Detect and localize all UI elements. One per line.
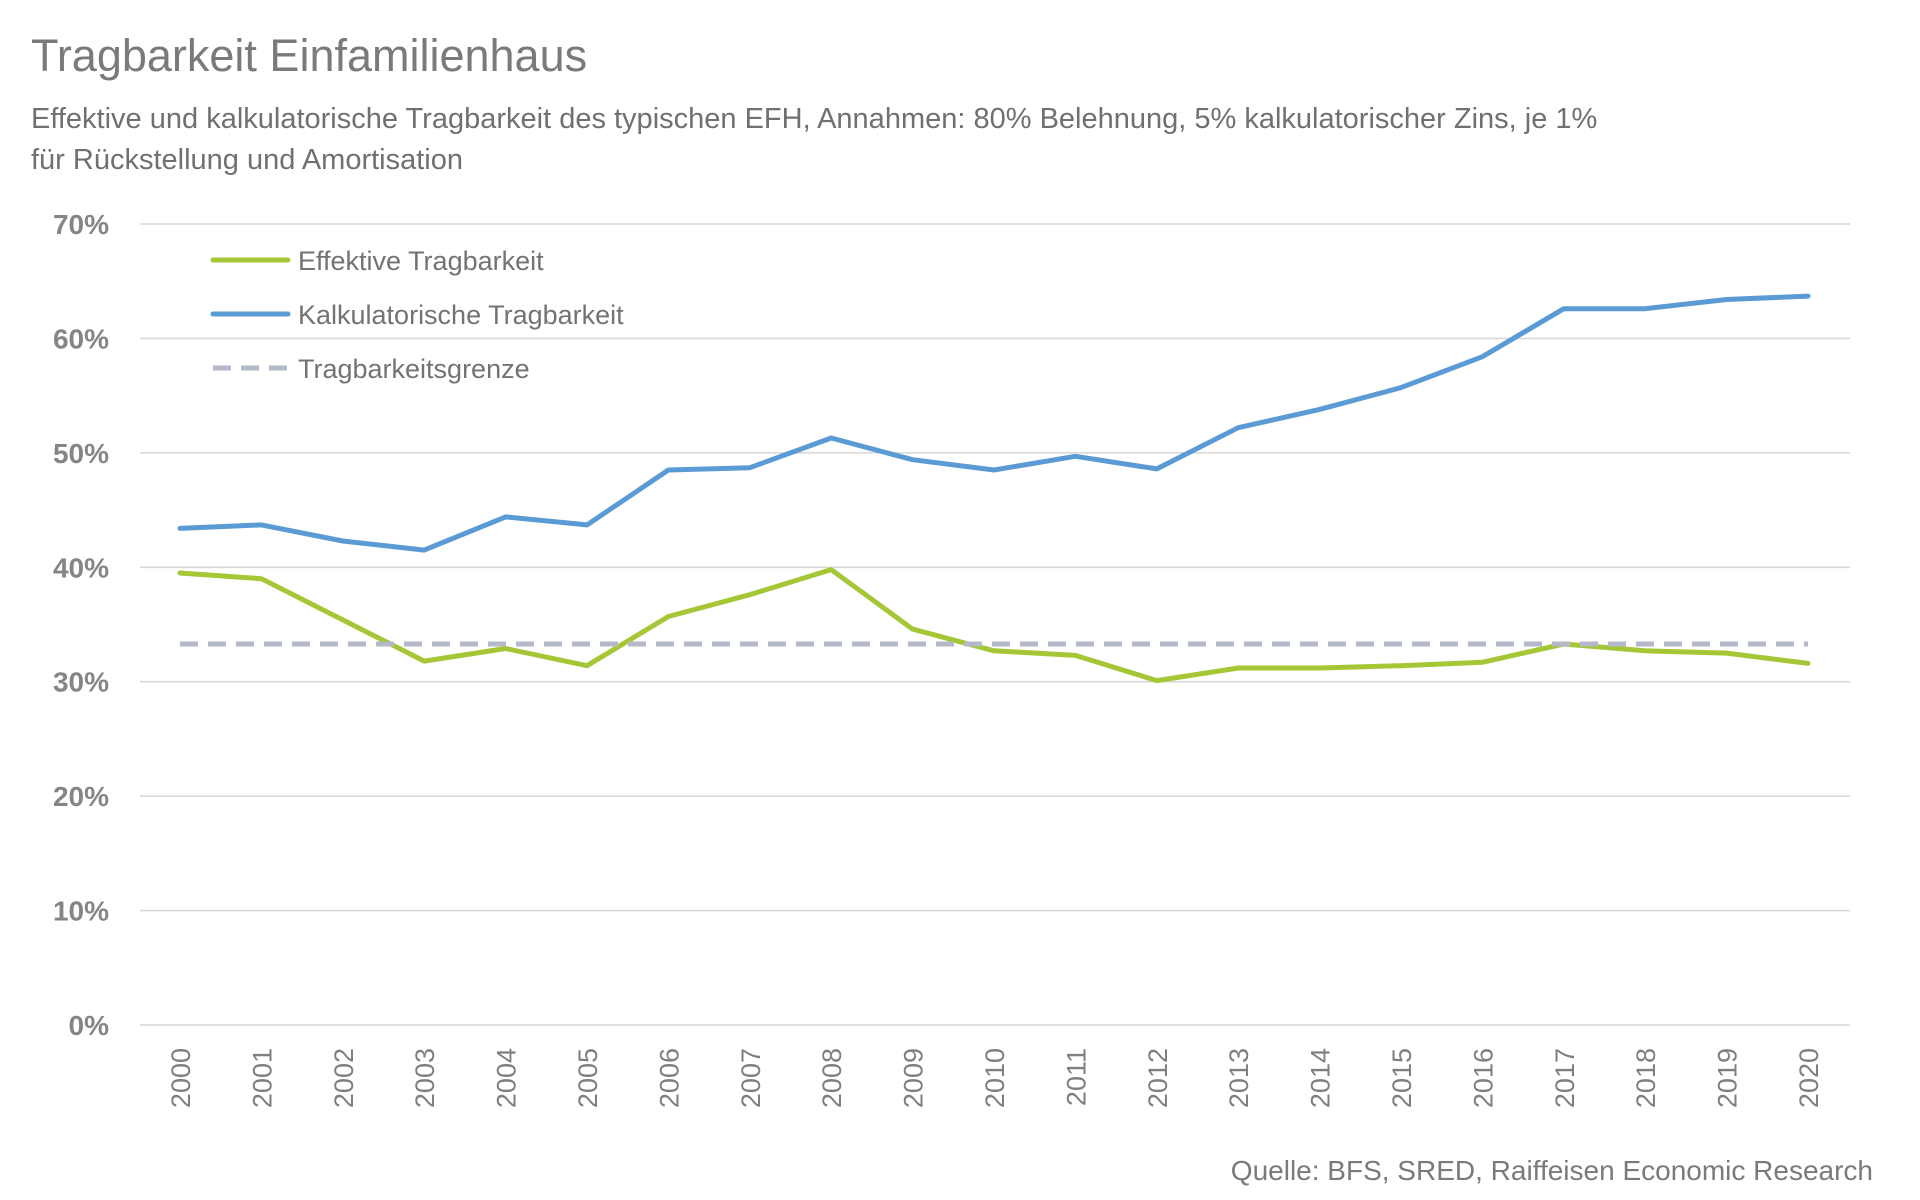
data-point-effektive-tragbarkeit-2000 (177, 570, 183, 576)
data-point-effektive-tragbarkeit-2005 (584, 663, 590, 669)
source-note: Quelle: BFS, SRED, Raiffeisen Economic R… (1231, 1155, 1873, 1186)
data-point-effektive-tragbarkeit-2010 (991, 648, 997, 654)
legend-item-tragbarkeitsgrenze: Tragbarkeitsgrenze (213, 354, 530, 384)
x-tick-label-2009: 2009 (899, 1048, 929, 1108)
data-point-kalkulatorische-tragbarkeit-2013 (1235, 425, 1241, 431)
x-tick-label-2010: 2010 (980, 1048, 1010, 1108)
data-point-effektive-tragbarkeit-2003 (421, 658, 427, 664)
data-point-effektive-tragbarkeit-2007 (747, 592, 753, 598)
x-tick-label-2008: 2008 (817, 1048, 847, 1108)
data-point-effektive-tragbarkeit-2006 (665, 613, 671, 619)
data-point-kalkulatorische-tragbarkeit-2020 (1805, 293, 1811, 299)
legend-item-effektive-tragbarkeit: Effektive Tragbarkeit (210, 246, 544, 276)
x-tick-label-2014: 2014 (1306, 1048, 1336, 1108)
x-tick-label-2015: 2015 (1387, 1048, 1417, 1108)
y-tick-label-0: 0% (69, 1010, 110, 1041)
data-point-kalkulatorische-tragbarkeit-2008 (828, 435, 834, 441)
x-tick-label-2004: 2004 (492, 1048, 522, 1108)
plot-series (177, 293, 1811, 684)
series-line-kalkulatorische-tragbarkeit (177, 293, 1811, 553)
data-point-effektive-tragbarkeit-2001 (258, 576, 264, 582)
data-point-effektive-tragbarkeit-2012 (1154, 678, 1160, 684)
data-point-kalkulatorische-tragbarkeit-2001 (258, 522, 264, 528)
y-tick-label-40: 40% (53, 552, 109, 583)
y-tick-label-60: 60% (53, 323, 109, 354)
data-point-kalkulatorische-tragbarkeit-2012 (1154, 466, 1160, 472)
data-point-effektive-tragbarkeit-2002 (340, 617, 346, 623)
y-tick-label-50: 50% (53, 438, 109, 469)
data-point-kalkulatorische-tragbarkeit-2018 (1642, 306, 1648, 312)
chart-title: Tragbarkeit Einfamilienhaus (31, 30, 587, 81)
x-tick-label-2001: 2001 (247, 1048, 277, 1108)
data-point-kalkulatorische-tragbarkeit-2015 (1398, 385, 1404, 391)
x-tick-label-2011: 2011 (1061, 1048, 1091, 1106)
data-point-kalkulatorische-tragbarkeit-2016 (1479, 354, 1485, 360)
data-point-kalkulatorische-tragbarkeit-2003 (421, 547, 427, 553)
data-point-kalkulatorische-tragbarkeit-2006 (665, 467, 671, 473)
data-point-effektive-tragbarkeit-2018 (1642, 648, 1648, 654)
x-tick-label-2003: 2003 (410, 1048, 440, 1108)
data-point-kalkulatorische-tragbarkeit-2009 (910, 457, 916, 463)
data-point-kalkulatorische-tragbarkeit-2004 (503, 514, 509, 520)
x-tick-label-2012: 2012 (1143, 1048, 1173, 1108)
x-tick-label-2016: 2016 (1468, 1048, 1498, 1108)
x-tick-label-2005: 2005 (573, 1048, 603, 1108)
gridlines (140, 223, 1850, 1026)
data-point-effektive-tragbarkeit-2014 (1317, 665, 1323, 671)
y-tick-label-30: 30% (53, 667, 109, 698)
series-line-effektive-tragbarkeit (177, 567, 1811, 684)
y-tick-label-70: 70% (53, 209, 109, 240)
y-tick-label-20: 20% (53, 781, 109, 812)
x-tick-label-2019: 2019 (1713, 1048, 1743, 1108)
data-point-effektive-tragbarkeit-2009 (910, 626, 916, 632)
data-point-effektive-tragbarkeit-2011 (1072, 652, 1078, 658)
x-tick-label-2006: 2006 (654, 1048, 684, 1108)
data-point-kalkulatorische-tragbarkeit-2002 (340, 538, 346, 544)
x-tick-label-2007: 2007 (736, 1048, 766, 1108)
data-point-kalkulatorische-tragbarkeit-2010 (991, 467, 997, 473)
y-axis: 0% 10% 20% 30% 40% 50% 60% 70% (53, 209, 109, 1041)
x-axis: 2000 2001 2002 2003 2004 2005 2006 2007 2008 2009… (166, 1048, 1824, 1108)
data-point-effektive-tragbarkeit-2008 (828, 567, 834, 573)
legend-item-kalkulatorische-tragbarkeit: Kalkulatorische Tragbarkeit (210, 300, 624, 330)
legend-label-tragbarkeitsgrenze: Tragbarkeitsgrenze (298, 354, 530, 384)
x-tick-label-2002: 2002 (329, 1048, 359, 1108)
data-point-kalkulatorische-tragbarkeit-2017 (1561, 306, 1567, 312)
x-tick-label-2020: 2020 (1794, 1048, 1824, 1108)
series-kalkulatorische-tragbarkeit (177, 293, 1811, 553)
y-tick-label-10: 10% (53, 896, 109, 927)
data-point-kalkulatorische-tragbarkeit-2007 (747, 465, 753, 471)
data-point-kalkulatorische-tragbarkeit-2019 (1724, 297, 1730, 303)
data-point-kalkulatorische-tragbarkeit-2011 (1072, 453, 1078, 459)
data-point-kalkulatorische-tragbarkeit-2014 (1317, 406, 1323, 412)
data-point-effektive-tragbarkeit-2013 (1235, 665, 1241, 671)
data-point-kalkulatorische-tragbarkeit-2000 (177, 525, 183, 531)
data-point-effektive-tragbarkeit-2020 (1805, 660, 1811, 666)
chart-subtitle-line-1: Effektive und kalkulatorische Tragbarkei… (31, 103, 1597, 135)
data-point-effektive-tragbarkeit-2019 (1724, 650, 1730, 656)
series-effektive-tragbarkeit (177, 567, 1811, 684)
x-tick-label-2017: 2017 (1550, 1048, 1580, 1108)
legend-label-kalkulatorische-tragbarkeit: Kalkulatorische Tragbarkeit (298, 300, 624, 330)
data-point-effektive-tragbarkeit-2015 (1398, 663, 1404, 669)
legend: Effektive Tragbarkeit Kalkulatorische Tra… (210, 246, 624, 384)
data-point-effektive-tragbarkeit-2016 (1479, 659, 1485, 665)
chart-subtitle-line-2: für Rückstellung und Amortisation (31, 144, 463, 176)
x-tick-label-2018: 2018 (1631, 1048, 1661, 1108)
legend-label-effektive-tragbarkeit: Effektive Tragbarkeit (298, 246, 544, 276)
x-tick-label-2000: 2000 (166, 1048, 196, 1108)
data-point-kalkulatorische-tragbarkeit-2005 (584, 522, 590, 528)
x-tick-label-2013: 2013 (1224, 1048, 1254, 1108)
